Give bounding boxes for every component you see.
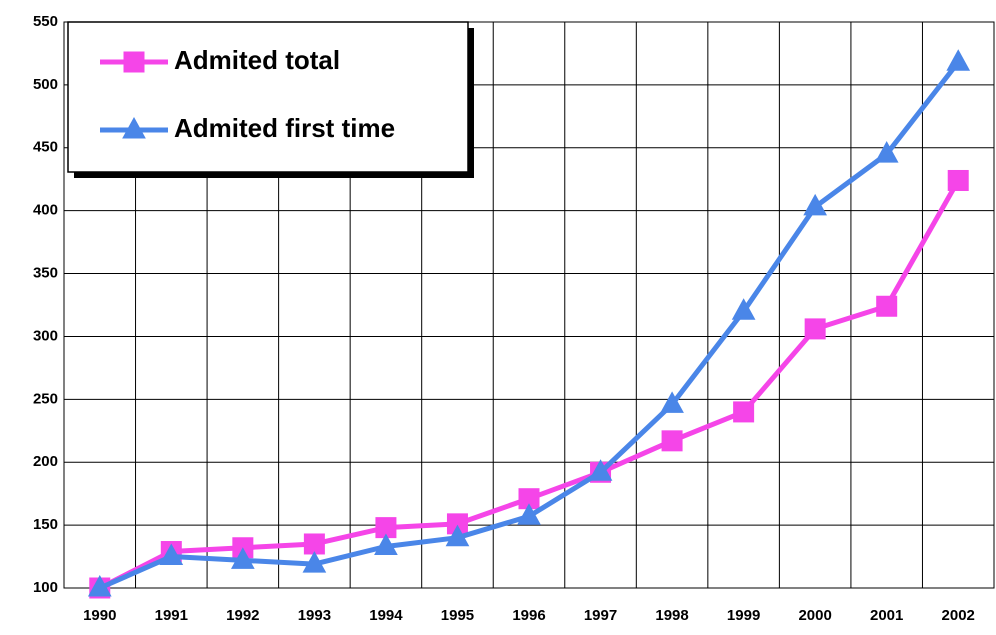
- x-tick-label: 1994: [369, 607, 403, 624]
- y-tick-label: 350: [33, 265, 58, 282]
- x-tick-label: 2001: [870, 607, 903, 624]
- y-tick-label: 500: [33, 76, 58, 93]
- legend-label: Admited total: [174, 45, 340, 75]
- marker-triangle: [302, 551, 327, 573]
- series-line: [98, 179, 961, 591]
- y-tick-label: 150: [33, 516, 58, 533]
- y-tick-label: 250: [33, 390, 58, 407]
- legend-label: Admited first time: [174, 113, 395, 143]
- legend-box: [67, 21, 469, 173]
- x-tick-label: 2002: [942, 607, 975, 624]
- x-tick-label: 1993: [298, 607, 331, 624]
- y-tick-label: 550: [33, 13, 58, 30]
- marker-triangle: [159, 543, 184, 566]
- marker-triangle: [517, 503, 541, 525]
- y-tick-label: 400: [33, 202, 58, 219]
- marker-triangle: [660, 391, 684, 413]
- marker-triangle: [874, 141, 899, 163]
- x-tick-label: 1995: [441, 607, 474, 624]
- marker-square: [947, 169, 969, 191]
- marker-square: [123, 51, 145, 73]
- marker-triangle: [803, 193, 827, 216]
- marker-square: [303, 533, 325, 555]
- marker-triangle: [731, 298, 756, 320]
- marker-square: [661, 430, 683, 452]
- x-tick-label: 1991: [155, 607, 188, 624]
- x-tick-label: 2000: [798, 607, 831, 624]
- x-tick-label: 1997: [584, 607, 617, 624]
- y-tick-label: 300: [33, 327, 58, 344]
- x-tick-label: 1990: [83, 607, 116, 624]
- x-tick-label: 1992: [226, 607, 259, 624]
- marker-triangle: [374, 533, 398, 555]
- x-tick-label: 1999: [727, 607, 760, 624]
- marker-triangle: [122, 116, 146, 139]
- marker-triangle: [231, 547, 255, 569]
- marker-triangle: [445, 524, 470, 547]
- marker-triangle: [946, 49, 971, 71]
- plot-frame: [63, 21, 995, 589]
- marker-square: [733, 401, 755, 423]
- x-tick-label: 1998: [655, 607, 688, 624]
- y-tick-label: 200: [33, 453, 58, 470]
- y-tick-label: 450: [33, 139, 58, 156]
- y-tick-label: 100: [33, 579, 58, 596]
- marker-square: [876, 295, 898, 317]
- marker-square: [804, 318, 826, 340]
- marker-triangle: [588, 459, 613, 481]
- marker-triangle: [87, 574, 112, 597]
- x-tick-label: 1996: [512, 607, 545, 624]
